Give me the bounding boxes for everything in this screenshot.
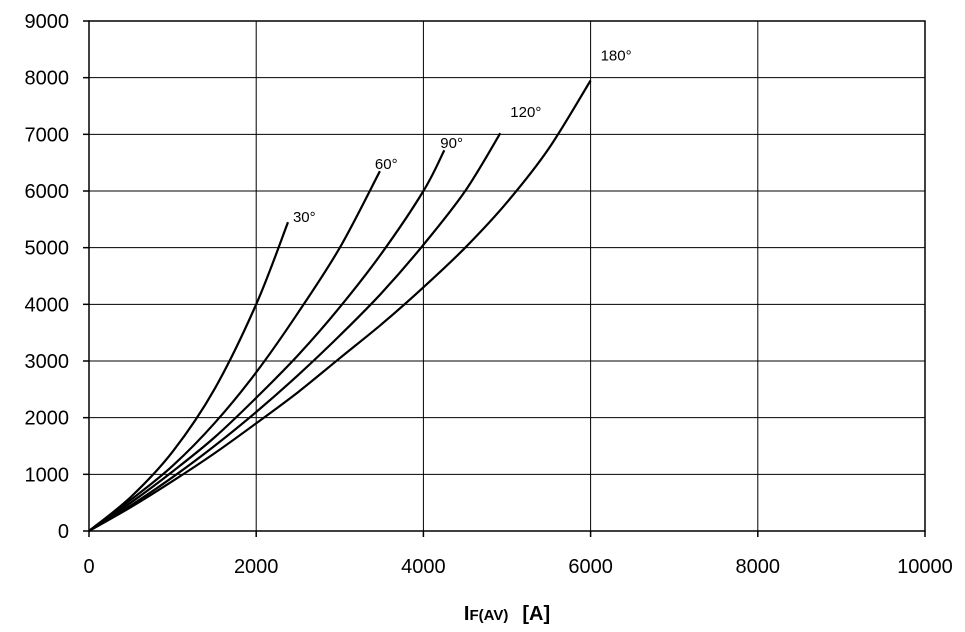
y-tick-label: 7000 (25, 124, 70, 146)
series-labels: 30° 60° 90° 120° 180° (293, 48, 632, 227)
series-label-4: 120° (510, 104, 541, 121)
y-tick-label: 8000 (25, 68, 70, 90)
x-tick-label: 4000 (401, 556, 446, 578)
y-tick-label: 2000 (25, 408, 70, 430)
series-group (88, 79, 592, 532)
x-tick-label: 8000 (736, 556, 781, 578)
series-line-5 (88, 79, 592, 532)
y-tick-label: 9000 (25, 11, 70, 33)
series-label-2: 60° (375, 156, 398, 173)
series-line-2 (88, 170, 381, 532)
x-axis-ticks: 0 2000 4000 6000 8000 10000 (83, 531, 953, 578)
x-tick-label: 6000 (568, 556, 613, 578)
y-axis-ticks: 0 1000 2000 3000 4000 5000 6000 7000 8000 9000 (25, 11, 89, 543)
x-axis-title-unit: [A] (522, 603, 550, 625)
series-label-1: 30° (293, 209, 316, 226)
x-axis-title: IF(AV) [A] (464, 603, 550, 625)
series-line-4 (88, 132, 502, 532)
y-tick-label: 6000 (25, 181, 70, 203)
y-tick-label: 3000 (25, 351, 70, 373)
x-tick-label: 10000 (897, 556, 953, 578)
x-tick-label: 2000 (234, 556, 279, 578)
y-tick-label: 0 (58, 521, 69, 543)
series-line-3 (88, 149, 446, 532)
y-tick-label: 5000 (25, 238, 70, 260)
plot-area-frame (88, 20, 926, 532)
x-tick-label: 0 (83, 556, 94, 578)
x-axis-title-main: I (464, 603, 470, 625)
series-label-3: 90° (440, 135, 463, 152)
y-tick-label: 4000 (25, 294, 70, 316)
series-line-1 (88, 221, 290, 532)
y-tick-label: 1000 (25, 464, 70, 486)
series-label-5: 180° (601, 48, 632, 65)
x-axis-title-subscript: F(AV) (469, 607, 508, 624)
